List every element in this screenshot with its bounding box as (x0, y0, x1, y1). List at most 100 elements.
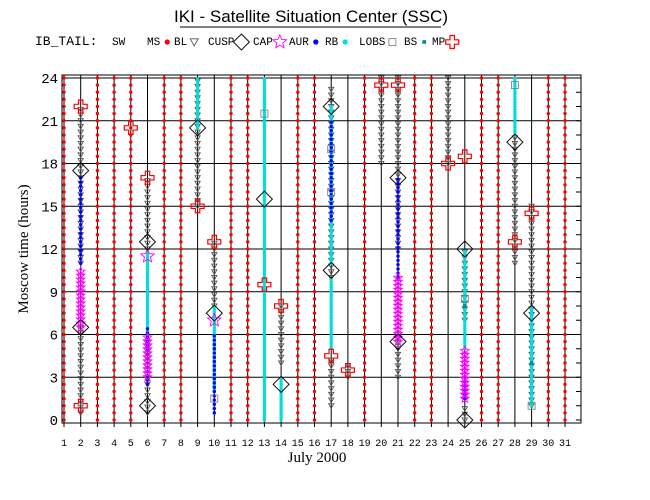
ms-point (162, 304, 166, 308)
x-tick-label: 19 (359, 439, 371, 450)
ms-point (429, 261, 434, 265)
rb-point (513, 130, 517, 135)
bl-point (210, 240, 218, 247)
ms-point (479, 311, 484, 315)
rb-point (145, 300, 150, 305)
ms-point (312, 396, 317, 401)
bl-point (528, 237, 535, 244)
ms-point (229, 111, 233, 116)
rb-point (463, 252, 467, 256)
rb-point (529, 375, 534, 380)
cap-point (392, 284, 404, 295)
ms-point (179, 233, 183, 237)
rb-point (513, 84, 517, 88)
ms-point (229, 396, 233, 401)
rb-point (463, 288, 467, 292)
bl-point (511, 141, 519, 148)
rb-segment (195, 77, 200, 130)
ms-point (95, 183, 100, 187)
ms-point (429, 104, 434, 109)
ms-point (162, 225, 166, 230)
bl-point (394, 121, 402, 128)
ms-point (563, 218, 567, 223)
rb-point (262, 269, 267, 273)
ms-point (95, 218, 100, 223)
bl-point (394, 166, 402, 173)
ms-point (563, 90, 567, 94)
ms-point (413, 354, 417, 358)
ms-point (312, 261, 317, 265)
cap-point (75, 305, 87, 317)
rb-segment (262, 77, 267, 422)
rb-point (279, 413, 283, 417)
rb-point (145, 264, 150, 269)
ms-point (496, 83, 500, 87)
bl-point (511, 186, 519, 193)
ms-point (162, 176, 166, 180)
ms-point (162, 90, 166, 94)
bl-point (210, 269, 218, 276)
ms-point (62, 339, 66, 344)
bl-point (394, 374, 402, 381)
x-tick-label: 9 (195, 439, 201, 450)
bl-point (394, 81, 402, 88)
rb-point (262, 97, 267, 102)
rb-point (195, 100, 200, 104)
ms-point (112, 218, 116, 223)
rb-point (329, 117, 333, 122)
ms-point (546, 218, 550, 223)
rb-point (262, 284, 267, 289)
rb-point (463, 277, 467, 282)
ms-point (162, 190, 166, 194)
ms-point (62, 140, 66, 144)
rb-point (262, 123, 267, 127)
ms-point (229, 119, 233, 123)
bl-point (444, 75, 452, 82)
ms-point (362, 404, 367, 408)
rb-point (529, 373, 534, 377)
rb-point (529, 352, 534, 357)
cap-segment (75, 265, 87, 332)
ms-point (229, 83, 233, 87)
rb-point (195, 85, 200, 89)
mp-point (324, 348, 339, 363)
cap-point (392, 304, 404, 315)
rb-point (513, 89, 517, 94)
rb-point (329, 293, 333, 297)
ms-point (563, 339, 567, 344)
rb-point (513, 76, 517, 81)
rb-point (463, 285, 467, 289)
ms-point (496, 140, 500, 144)
ms-point (129, 176, 133, 180)
aur-point (212, 334, 216, 338)
bl-point (210, 286, 218, 293)
aur-point (329, 154, 333, 159)
ms-point (179, 275, 183, 280)
rb-point (463, 336, 467, 341)
ms-point (362, 111, 367, 116)
ms-point (429, 211, 434, 216)
ms-point (479, 76, 484, 80)
ms-point (62, 90, 66, 94)
ms-point (129, 261, 133, 265)
ms-point (296, 404, 300, 408)
ms-point (246, 190, 250, 194)
rb-point (463, 318, 467, 323)
bl-point (377, 143, 385, 150)
rb-point (262, 154, 267, 158)
ms-point (413, 396, 417, 401)
ms-point (546, 368, 550, 372)
ms-point (413, 311, 417, 315)
bl-point (327, 86, 335, 93)
ms-point (362, 197, 367, 201)
rb-point (262, 79, 267, 84)
ms-point (563, 375, 567, 379)
ms-point (62, 104, 66, 109)
cap-point (392, 327, 404, 339)
ms-point (62, 147, 66, 151)
rb-point (279, 392, 283, 397)
bl-point (528, 249, 535, 256)
rb-point (262, 261, 267, 266)
ms-point (246, 247, 250, 251)
bl-point (528, 243, 535, 250)
